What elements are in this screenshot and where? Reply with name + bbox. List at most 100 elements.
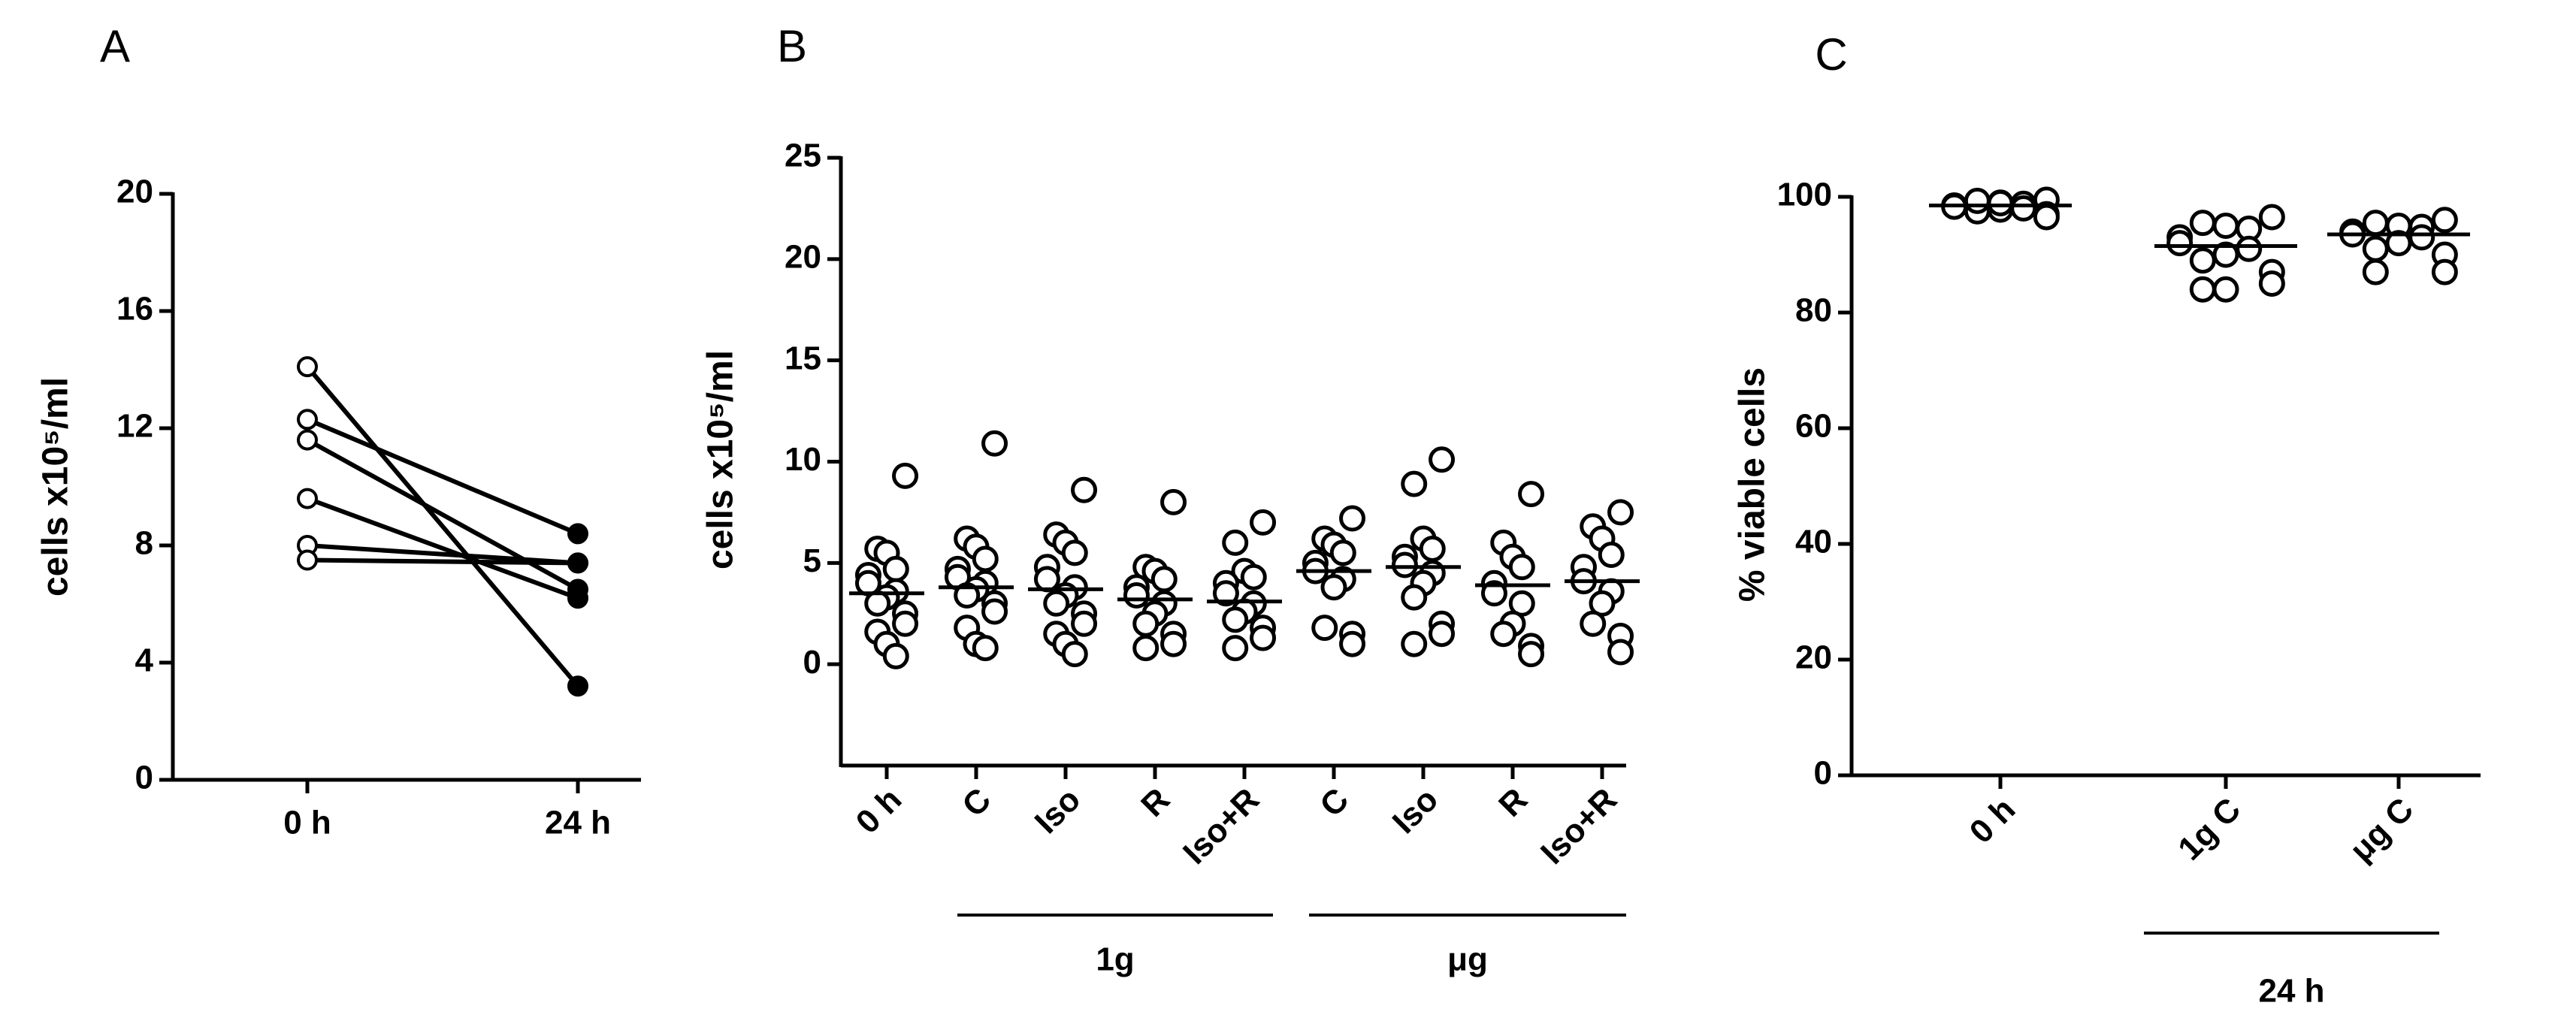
point: [892, 462, 919, 489]
point: [2189, 247, 2216, 274]
y-axis-title: % viable cells: [1733, 367, 1773, 602]
y-tick-label: 25: [785, 137, 821, 174]
y-tick-label: 12: [116, 408, 153, 445]
point: [1401, 630, 1428, 657]
point: [1508, 554, 1535, 581]
point: [2362, 235, 2389, 262]
y-tick-label: 20: [785, 238, 821, 275]
point: [2258, 270, 2285, 297]
point: [1607, 499, 1634, 526]
y-tick-label: 15: [785, 340, 821, 376]
point: [1429, 446, 1456, 473]
point: [1071, 610, 1098, 637]
x-tick-label: R: [1134, 781, 1177, 824]
x-tick-label: Iso+R: [1176, 781, 1266, 871]
point: [864, 590, 891, 617]
y-tick-label: 16: [116, 291, 153, 328]
point: [1071, 476, 1098, 503]
y-tick-label: 5: [803, 542, 821, 579]
point: [2362, 258, 2389, 285]
pair-line: [306, 496, 579, 601]
point: [1222, 606, 1249, 633]
point: [2010, 195, 2037, 222]
y-axis-title: cells x10⁵/ml: [701, 350, 741, 569]
point: [882, 555, 909, 582]
x-tick-label: 0 h: [1963, 791, 2023, 851]
x-tick-label: 1g C: [2171, 791, 2248, 868]
pair-line: [305, 365, 580, 688]
x-tick-label: R: [1492, 781, 1534, 824]
point: [1212, 580, 1239, 607]
point: [297, 356, 318, 378]
point: [1419, 535, 1446, 562]
point: [972, 545, 999, 572]
point: [1480, 580, 1507, 607]
y-tick-label: 8: [135, 525, 153, 562]
point: [2431, 258, 2458, 285]
pair-line: [306, 417, 579, 536]
point: [1222, 529, 1249, 556]
point: [567, 675, 588, 697]
point: [2033, 204, 2060, 231]
panel-label: C: [1815, 29, 1847, 80]
point: [1061, 539, 1088, 566]
point: [882, 642, 909, 669]
point: [2212, 213, 2239, 239]
x-tick-label: 0 h: [849, 781, 909, 841]
point: [1250, 624, 1277, 651]
point: [1043, 590, 1070, 617]
y-tick-label: 60: [1795, 408, 1832, 445]
point: [1160, 630, 1187, 657]
y-tick-label: 100: [1777, 177, 1832, 213]
point: [1518, 481, 1545, 508]
point: [2212, 276, 2239, 303]
group-label: 1g: [1096, 941, 1134, 978]
point: [1123, 581, 1150, 609]
point: [2258, 204, 2285, 231]
point: [2166, 230, 2194, 257]
point: [567, 523, 588, 545]
group-label: 24 h: [2258, 973, 2324, 1010]
point: [2189, 276, 2216, 303]
point: [1311, 615, 1338, 642]
point: [1429, 621, 1456, 648]
point: [2431, 207, 2458, 234]
point: [1490, 621, 1517, 648]
point: [297, 409, 318, 430]
x-tick-label: μg C: [2342, 791, 2420, 869]
point: [1320, 574, 1347, 601]
x-tick-label: 24 h: [545, 805, 611, 841]
point: [297, 549, 318, 571]
point: [1339, 630, 1366, 657]
point: [1518, 641, 1545, 668]
point: [297, 429, 318, 451]
y-tick-label: 10: [785, 441, 821, 478]
point: [1401, 470, 1428, 497]
point: [1132, 635, 1160, 662]
point: [1580, 610, 1607, 637]
y-tick-label: 40: [1795, 524, 1832, 560]
point: [1329, 539, 1356, 566]
point: [1987, 189, 2014, 216]
point: [981, 430, 1008, 457]
point: [1222, 635, 1249, 662]
point: [567, 552, 588, 574]
point: [1132, 610, 1160, 637]
point: [2189, 210, 2216, 237]
point: [1061, 641, 1088, 668]
panel-label: A: [100, 21, 130, 71]
point: [1033, 566, 1060, 593]
point: [1150, 566, 1178, 593]
y-tick-label: 4: [135, 642, 154, 679]
y-tick-label: 0: [1814, 755, 1832, 792]
x-tick-label: Iso: [1386, 781, 1446, 841]
point: [1160, 488, 1187, 515]
point: [567, 587, 588, 609]
y-tick-label: 20: [116, 174, 153, 210]
x-tick-label: Iso: [1028, 781, 1088, 841]
point: [954, 581, 981, 609]
point: [981, 598, 1008, 625]
point: [1391, 551, 1418, 578]
point: [1598, 542, 1625, 569]
point: [2408, 224, 2435, 251]
